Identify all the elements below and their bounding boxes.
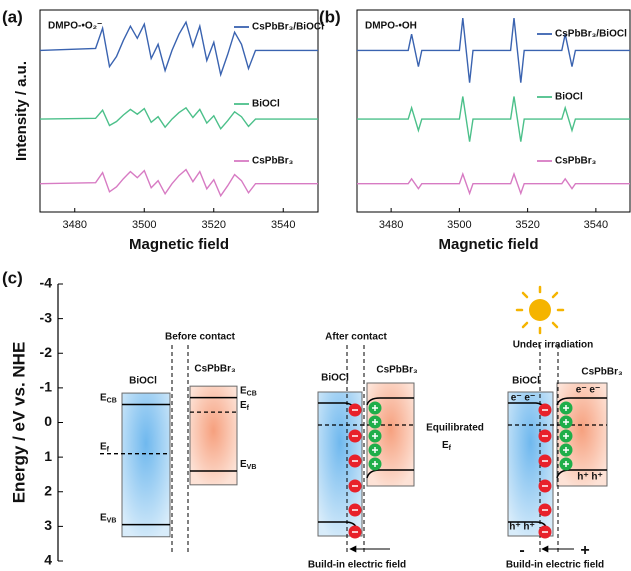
minus-sign: - [519,542,524,559]
y-tick-label: -4 [40,275,53,291]
x-tick-label: 3500 [132,219,156,231]
level-label: Ef [100,441,110,453]
level-label: ECB [100,392,117,404]
holes: h⁺ h⁺ [509,522,535,533]
holes: h⁺ h⁺ [577,472,603,483]
panel-title: DMPO-•O₂⁻ [48,21,102,32]
level-main: E [100,441,107,452]
spectrum [357,171,630,196]
y-tick-label: -1 [40,379,53,395]
material-label: CsPbBr₃ [194,364,236,375]
y-axis-label: Intensity / a.u. [13,61,30,161]
material-label: CsPbBr₃ [376,365,418,376]
spectrum [39,168,318,198]
x-axis-label: Magnetic field [129,236,229,253]
y-tick-label: 3 [44,517,52,533]
level-sub: CB [247,390,257,397]
material-label: BiOCl [129,376,157,387]
stage-after-contact: After contact BiOCl CsPbBr₃ Build-in ele… [308,332,418,571]
band-line [366,469,414,479]
level-sub: f [247,405,250,412]
level-sub: VB [247,464,257,471]
panel-label: (c) [2,268,23,287]
x-tick-label: 3520 [202,219,226,231]
y-axis-label: Energy / eV vs. NHE [9,342,28,504]
plus-glyph [372,405,378,411]
level-label: EVB [240,459,256,471]
band-line [366,397,414,406]
plus-glyph [563,433,569,439]
level-label: ECB [240,385,257,397]
x-tick-label: 3500 [447,219,471,231]
x-tick-label: 3480 [63,219,87,231]
material-label: BiOCl [321,373,349,384]
y-tick-label: -2 [40,344,53,360]
x-tick-label: 3480 [379,219,403,231]
x-tick-label: 3520 [515,219,539,231]
charges [348,401,573,539]
band-line [556,469,607,479]
y-tick-label: -3 [40,309,53,325]
electrons: e⁻ e⁻ [576,385,600,396]
legend-label: CsPbBr₃/BiOCl [252,22,324,33]
fermi-label: Ef [442,440,452,452]
plus-glyph [563,447,569,453]
field-label: Build-in electric field [308,560,406,571]
level-sub: VB [107,517,117,524]
level-sub: f [107,447,110,454]
stage-title: After contact [325,332,387,343]
x-axis-label: Magnetic field [438,236,538,253]
spectrum [39,20,318,78]
level-main: E [100,392,107,403]
level-main: E [240,459,247,470]
plot-frame [39,9,319,213]
stage-title: Before contact [165,332,236,343]
equilibrated-label: Equilibrated [426,423,484,434]
level-sub: CB [107,397,117,404]
plot-frame [356,9,631,213]
y-tick-label: 0 [44,413,52,429]
level-label: EVB [100,512,116,524]
spectrum [39,106,318,131]
plus-sign: + [580,542,589,559]
plus-glyph [372,447,378,453]
plus-glyph [372,433,378,439]
level-label: Ef [240,400,250,412]
band-box [189,385,238,486]
y-tick-label: 1 [44,448,52,464]
legend-label: BiOCl [555,92,583,103]
material-label: BiOCl [512,376,540,387]
stage-irradiation: Under irradiation BiOCl CsPbBr₃ Equilibr… [426,285,623,571]
panel-title: DMPO-•OH [365,21,417,32]
spectrum [357,18,630,83]
legend-label: CsPbBr₃/BiOCl [555,29,627,40]
x-tick-label: 3540 [271,219,295,231]
level-main: E [240,400,247,411]
electrons: e⁻ e⁻ [511,393,535,404]
legend-label: CsPbBr₃ [555,156,597,167]
plus-glyph [563,405,569,411]
level-main: E [240,385,247,396]
plus-glyph [372,419,378,425]
panel-label: (b) [319,7,341,26]
plus-glyph [563,419,569,425]
y-tick-label: 4 [44,552,52,568]
legend-label: BiOCl [252,99,280,110]
root: After contact BiOCl CsPbBr₃ Build-in ele… [2,7,631,571]
plus-glyph [563,461,569,467]
y-tick-label: 2 [44,482,52,498]
panel-label: (a) [2,7,23,26]
material-label: CsPbBr₃ [581,367,623,378]
band-box [121,392,171,538]
level-main: E [100,512,107,523]
stage-title: Under irradiation [513,340,594,351]
spectrum [357,96,630,142]
sun [515,285,565,335]
x-tick-label: 3540 [584,219,608,231]
plus-glyph [372,461,378,467]
legend-label: CsPbBr₃ [252,156,294,167]
field-label: Build-in electric field [506,560,604,571]
